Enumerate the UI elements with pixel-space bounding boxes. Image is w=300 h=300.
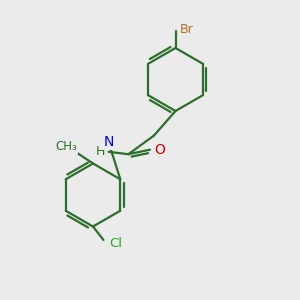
Text: N: N [103, 135, 114, 149]
Text: Br: Br [180, 23, 194, 36]
Text: O: O [154, 143, 165, 157]
Text: H: H [96, 145, 105, 158]
Text: Cl: Cl [110, 237, 123, 250]
Text: CH₃: CH₃ [56, 140, 77, 154]
